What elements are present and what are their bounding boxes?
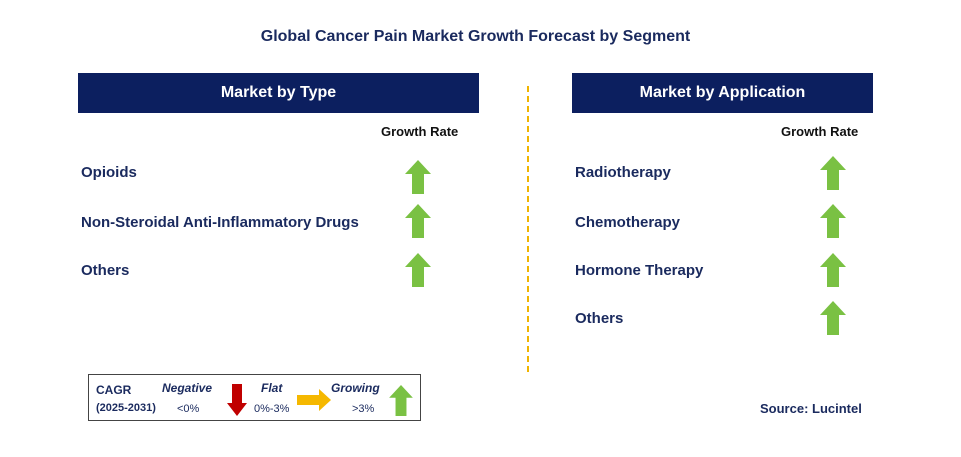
- legend-growing-range: >3%: [352, 403, 375, 415]
- source-credit: Source: Lucintel: [760, 401, 862, 416]
- legend-growing-label: Growing: [331, 381, 380, 395]
- red-down-arrow-icon: [227, 384, 247, 416]
- application-row-label: Chemotherapy: [575, 214, 681, 231]
- application-row-label: Hormone Therapy: [575, 262, 704, 279]
- green-up-arrow-icon: [820, 156, 846, 190]
- green-up-arrow-icon: [405, 204, 431, 238]
- green-up-arrow-icon: [820, 253, 846, 287]
- legend-flat-label: Flat: [261, 381, 283, 395]
- legend-negative-label: Negative: [162, 381, 213, 395]
- legend-flat-range: 0%-3%: [254, 403, 290, 415]
- chart-title: Global Cancer Pain Market Growth Forecas…: [260, 28, 691, 45]
- green-up-arrow-icon: [820, 301, 846, 335]
- legend-negative-range: <0%: [177, 403, 200, 415]
- type-panel-header: Market by Type: [78, 73, 479, 113]
- cagr-legend: CAGR (2025-2031) Negative <0% Flat 0%-3%…: [88, 374, 421, 421]
- type-row-label: Opioids: [81, 164, 137, 181]
- green-up-arrow-icon: [405, 160, 431, 194]
- application-growth-rate-label: Growth Rate: [781, 124, 859, 139]
- green-up-arrow-icon: [405, 253, 431, 287]
- type-growth-rate-label: Growth Rate: [381, 124, 459, 139]
- type-row-label: Others: [81, 262, 130, 279]
- legend-cagr-label: CAGR: [96, 383, 132, 397]
- application-row-label: Others: [575, 310, 624, 327]
- panel-divider: [527, 86, 529, 372]
- yellow-right-arrow-icon: [297, 389, 331, 411]
- legend-period: (2025-2031): [96, 402, 156, 414]
- green-up-arrow-icon: [820, 204, 846, 238]
- type-row-label: Non-Steroidal Anti-Inflammatory Drugs: [81, 214, 359, 231]
- green-up-arrow-icon: [389, 385, 413, 416]
- application-panel-header: Market by Application: [572, 73, 873, 113]
- application-row-label: Radiotherapy: [575, 164, 671, 181]
